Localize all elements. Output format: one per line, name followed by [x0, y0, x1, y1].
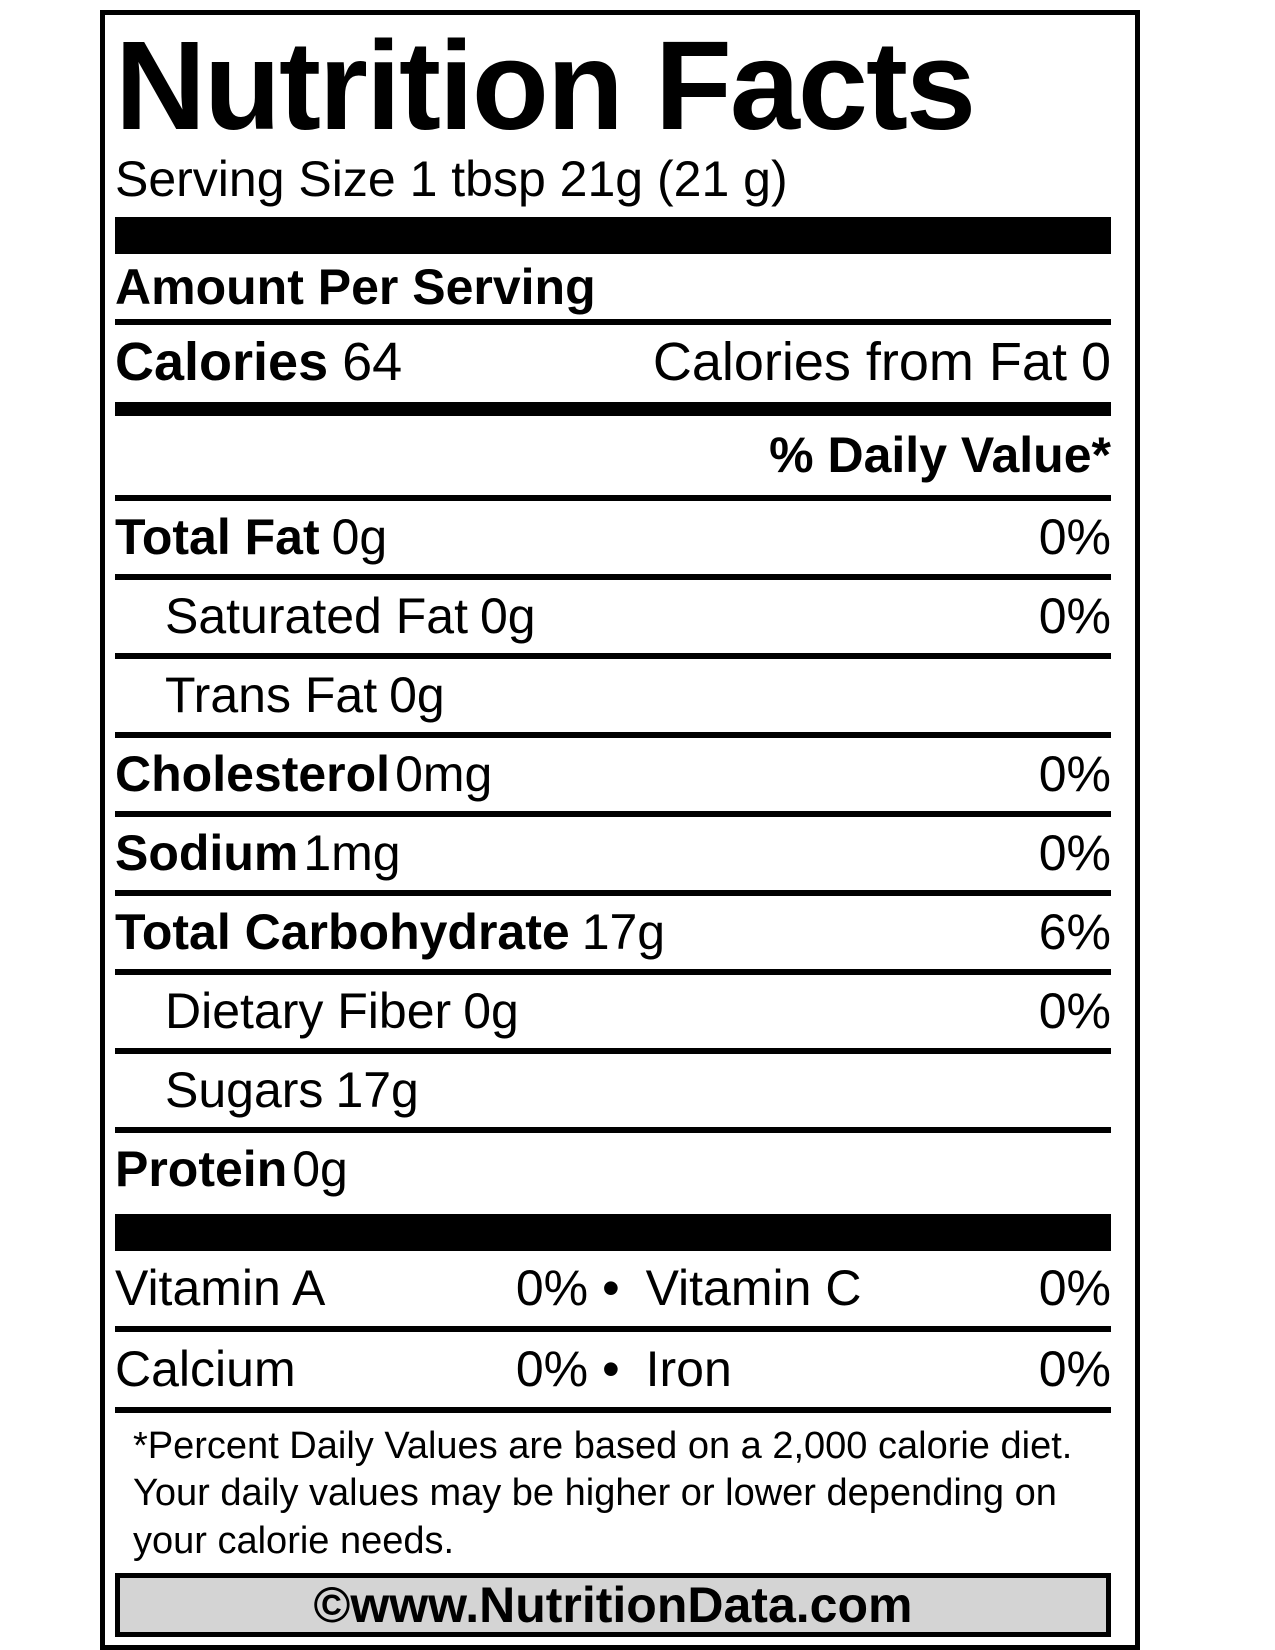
nutrient-dv: 0% — [1038, 587, 1111, 644]
rule — [115, 1325, 1111, 1332]
vitamin-label: Iron — [645, 1340, 732, 1397]
rule — [115, 1126, 1111, 1133]
nutrient-value: 0g — [331, 508, 388, 565]
thick-divider-top — [115, 216, 1111, 254]
nutrient-label: Trans Fat — [165, 666, 378, 723]
calories-value: 64 — [342, 331, 403, 392]
calories-label: Calories — [115, 331, 329, 392]
nutrient-row-saturated-fat: Saturated Fat 0g 0% — [115, 580, 1111, 653]
rule — [115, 810, 1111, 817]
nutrient-label: Protein — [115, 1140, 288, 1197]
nutrient-row-dietary-fiber: Dietary Fiber 0g 0% — [115, 975, 1111, 1048]
footnote-line: Your daily values may be higher or lower… — [133, 1472, 1057, 1515]
nutrient-row-total-fat: Total Fat 0g 0% — [115, 501, 1111, 574]
rule — [115, 494, 1111, 501]
nutrient-dv: 6% — [1038, 903, 1111, 960]
vitamin-label: Vitamin A — [115, 1259, 326, 1316]
nutrition-facts-label: Nutrition Facts Serving Size 1 tbsp 21g … — [100, 10, 1140, 1650]
nutrient-value: 0g — [292, 1140, 348, 1197]
medium-divider — [115, 401, 1111, 416]
daily-value-footnote: *Percent Daily Values are based on a 2,0… — [115, 1413, 1111, 1572]
rule — [115, 1406, 1111, 1413]
nutrient-left: Sodium 1mg — [115, 824, 401, 881]
nutrient-dv: 0% — [1038, 508, 1111, 565]
nutrient-left: Total Fat 0g — [115, 508, 388, 565]
nutrient-row-total-carbohydrate: Total Carbohydrate 17g 6% — [115, 896, 1111, 969]
nutrient-row-trans-fat: Trans Fat 0g — [115, 659, 1111, 732]
nutrient-label: Saturated Fat — [165, 587, 468, 644]
nutrient-left: Cholesterol 0mg — [115, 745, 493, 802]
nutrient-value: 1mg — [303, 824, 401, 881]
rule — [115, 1047, 1111, 1054]
nutrient-value: 17g — [335, 1061, 419, 1118]
nutrient-left: Trans Fat 0g — [165, 666, 445, 723]
nutrient-row-protein: Protein 0g — [115, 1133, 1111, 1206]
nutrient-left: Dietary Fiber 0g — [165, 982, 519, 1039]
nutrient-value: 17g — [581, 903, 666, 960]
vitamin-value: 0% — [1038, 1259, 1111, 1316]
nutrient-label: Sugars — [165, 1061, 324, 1118]
nutrient-row-cholesterol: Cholesterol 0mg 0% — [115, 738, 1111, 811]
vitamin-value: 0% — [1038, 1340, 1111, 1397]
calories-from-fat: Calories from Fat 0 — [652, 331, 1111, 392]
footnote-line: *Percent Daily Values are based on a 2,0… — [133, 1424, 1073, 1467]
rule — [115, 968, 1111, 975]
serving-size: Serving Size 1 tbsp 21g (21 g) — [115, 151, 788, 207]
nutrient-value: 0g — [479, 587, 536, 644]
nutrient-row-sugars: Sugars 17g — [115, 1054, 1111, 1127]
nutrient-label: Total Fat — [115, 508, 320, 565]
rule — [115, 889, 1111, 896]
nutrient-value: 0g — [463, 982, 519, 1039]
nutrient-value: 0g — [389, 666, 445, 723]
nutrient-dv: 0% — [1038, 824, 1111, 881]
nutrient-left: Saturated Fat 0g — [165, 587, 536, 644]
calories-left: Calories 64 — [115, 331, 403, 392]
label-title: Nutrition Facts — [115, 15, 976, 156]
nutrient-left: Protein 0g — [115, 1140, 348, 1197]
vitamin-right-cell: Vitamin C 0% — [645, 1259, 1111, 1316]
nutrient-label: Sodium — [115, 824, 299, 881]
calories-from-fat-value: 0 — [1080, 331, 1111, 392]
vitamin-row-a-c: Vitamin A 0% • Vitamin C 0% — [115, 1251, 1111, 1326]
bullet-separator: • — [602, 1259, 620, 1316]
vitamin-label: Vitamin C — [645, 1259, 862, 1316]
rule — [115, 573, 1111, 580]
daily-value-header: % Daily Value* — [769, 426, 1111, 483]
nutrient-label: Dietary Fiber — [165, 982, 452, 1039]
vitamin-left-cell: Vitamin A 0% — [115, 1259, 589, 1316]
calories-row: Calories 64 Calories from Fat 0 — [115, 325, 1111, 402]
nutrient-value: 0mg — [395, 745, 493, 802]
thick-divider-vitamins — [115, 1213, 1111, 1251]
nutrient-label: Cholesterol — [115, 745, 391, 802]
nutrient-label: Total Carbohydrate — [115, 903, 570, 960]
vitamin-value: 0% — [515, 1259, 589, 1316]
rule — [115, 318, 1111, 325]
vitamin-label: Calcium — [115, 1340, 296, 1397]
copyright-bar: ©www.NutritionData.com — [115, 1573, 1111, 1638]
nutrient-dv: 0% — [1038, 982, 1111, 1039]
bullet-separator: • — [602, 1340, 620, 1397]
nutrient-left: Total Carbohydrate 17g — [115, 903, 666, 960]
rule — [115, 731, 1111, 738]
vitamin-value: 0% — [515, 1340, 589, 1397]
amount-per-serving-heading: Amount Per Serving — [115, 258, 596, 315]
nutrient-left: Sugars 17g — [165, 1061, 419, 1118]
calories-from-fat-label: Calories from Fat — [652, 331, 1067, 392]
nutrient-row-sodium: Sodium 1mg 0% — [115, 817, 1111, 890]
vitamin-right-cell: Iron 0% — [645, 1340, 1111, 1397]
nutrient-dv: 0% — [1038, 745, 1111, 802]
rule — [115, 652, 1111, 659]
vitamin-left-cell: Calcium 0% — [115, 1340, 589, 1397]
footnote-line: your calorie needs. — [133, 1519, 455, 1562]
vitamin-row-calcium-iron: Calcium 0% • Iron 0% — [115, 1332, 1111, 1407]
